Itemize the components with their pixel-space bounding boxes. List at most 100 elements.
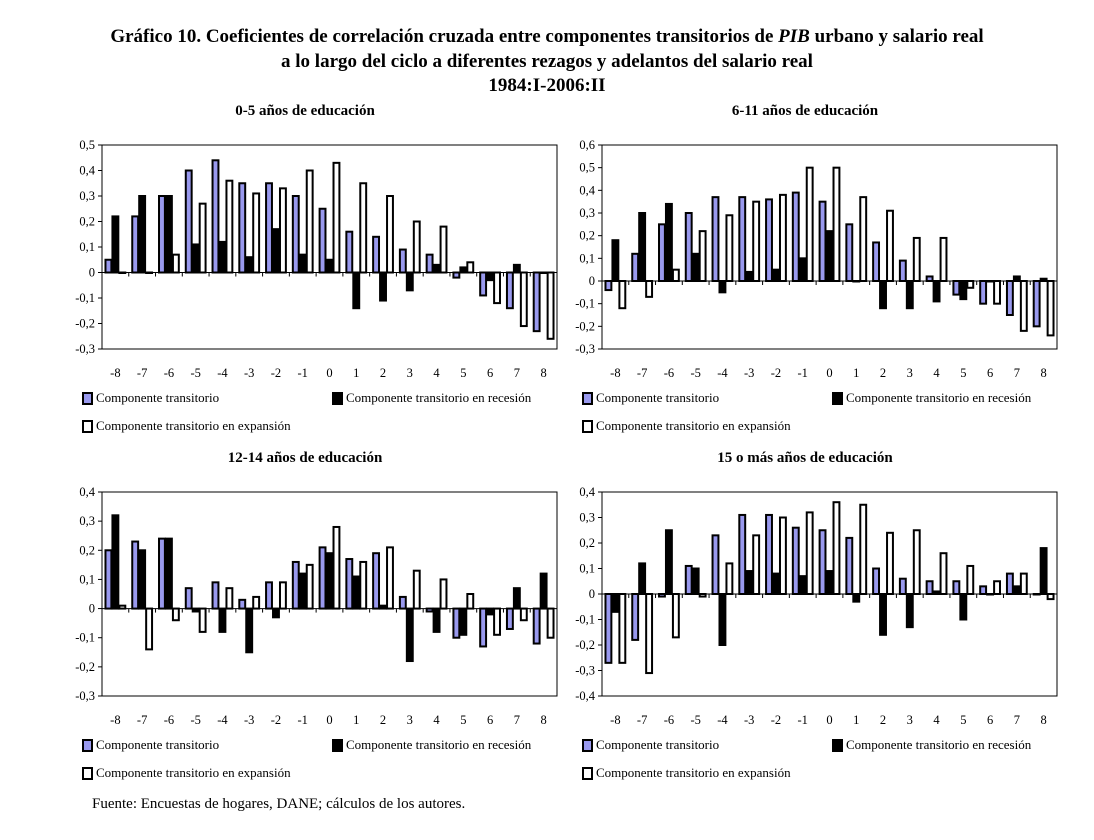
x-tick-label: 3 bbox=[907, 366, 913, 380]
bar-recesion bbox=[191, 607, 200, 613]
bar-expansion bbox=[278, 581, 287, 610]
bar-transitorio bbox=[979, 585, 988, 596]
bar-recesion bbox=[745, 570, 754, 596]
bar-expansion bbox=[493, 607, 501, 636]
x-tick-label: 0 bbox=[826, 713, 832, 727]
bar-recesion bbox=[905, 280, 914, 310]
bar-expansion bbox=[145, 607, 154, 651]
figure-title-line2: a lo largo del ciclo a diferentes rezago… bbox=[281, 51, 813, 72]
bar-transitorio bbox=[398, 595, 407, 610]
x-tick-label: 7 bbox=[1014, 366, 1020, 380]
bar-recesion bbox=[138, 549, 147, 610]
bar-transitorio bbox=[505, 607, 514, 630]
y-tick-label: -0,2 bbox=[75, 660, 95, 674]
bar-transitorio bbox=[211, 159, 220, 274]
x-tick-label: -3 bbox=[244, 366, 254, 380]
bar-recesion bbox=[798, 257, 807, 282]
bar-transitorio bbox=[184, 587, 193, 610]
bar-transitorio bbox=[131, 215, 140, 274]
bar-transitorio bbox=[1032, 593, 1041, 596]
y-tick-label: 0,5 bbox=[579, 161, 595, 175]
bar-expansion bbox=[805, 166, 814, 282]
bar-expansion bbox=[618, 593, 627, 664]
bar-transitorio bbox=[684, 212, 693, 282]
legend-item-expansion: Componente transitorio en expansión bbox=[582, 765, 791, 781]
x-tick-label: -6 bbox=[664, 713, 674, 727]
bar-transitorio bbox=[1005, 572, 1014, 595]
bar-recesion bbox=[164, 537, 173, 610]
bar-transitorio bbox=[398, 248, 407, 274]
bar-expansion bbox=[859, 503, 868, 595]
x-tick-label: 6 bbox=[487, 713, 493, 727]
bar-expansion bbox=[832, 501, 841, 596]
y-tick-label: -0,1 bbox=[75, 631, 95, 645]
x-tick-label: 8 bbox=[1040, 366, 1046, 380]
y-tick-label: 0,3 bbox=[79, 189, 95, 203]
chart-svg: 0,5 0,4 0,3 0,2 0,1 0 -0,1 -0,2 -0,3 -8 -7 -6 -5 -4 -3… bbox=[75, 138, 558, 380]
bar-expansion bbox=[546, 271, 555, 340]
bar-expansion bbox=[725, 214, 734, 282]
bar-transitorio bbox=[479, 607, 488, 648]
bar-expansion bbox=[278, 187, 287, 274]
x-tick-label: 4 bbox=[433, 366, 440, 380]
bar-transitorio bbox=[952, 580, 961, 595]
bar-transitorio bbox=[1005, 280, 1014, 316]
bar-expansion bbox=[225, 587, 234, 610]
bar-recesion bbox=[245, 256, 254, 274]
bar-recesion bbox=[486, 607, 495, 616]
y-tick-label: 0,4 bbox=[579, 485, 595, 499]
bar-transitorio bbox=[898, 577, 907, 595]
bar-transitorio bbox=[345, 558, 354, 610]
legend-swatch-icon bbox=[832, 738, 843, 752]
bar-expansion bbox=[305, 563, 314, 610]
legend-swatch-icon bbox=[82, 766, 93, 780]
x-tick-label: 4 bbox=[933, 713, 940, 727]
bar-expansion bbox=[386, 546, 394, 610]
title-text-end: urbano y salario real bbox=[809, 26, 984, 47]
bar-expansion bbox=[493, 271, 501, 305]
bar-expansion bbox=[832, 166, 841, 282]
x-tick-label: -2 bbox=[271, 366, 281, 380]
bar-transitorio bbox=[425, 607, 434, 613]
x-tick-label: 2 bbox=[380, 366, 386, 380]
bar-expansion bbox=[671, 268, 680, 283]
x-tick-label: -3 bbox=[244, 713, 254, 727]
bar-expansion bbox=[912, 236, 921, 282]
y-tick-label: 0,3 bbox=[579, 511, 595, 525]
bar-expansion bbox=[805, 511, 814, 595]
legend-item-transitorio: Componente transitorio bbox=[582, 737, 719, 753]
bar-recesion bbox=[539, 572, 548, 610]
x-tick-label: 3 bbox=[407, 713, 413, 727]
x-tick-label: 6 bbox=[487, 366, 493, 380]
chart-title: 12-14 años de educación bbox=[227, 450, 383, 466]
bar-recesion bbox=[459, 266, 468, 274]
x-tick-label: -8 bbox=[610, 713, 620, 727]
bar-transitorio bbox=[925, 275, 934, 282]
x-tick-label: 4 bbox=[933, 366, 940, 380]
x-tick-label: -3 bbox=[744, 366, 754, 380]
x-tick-label: -6 bbox=[164, 713, 174, 727]
bar-expansion bbox=[145, 271, 154, 274]
bar-transitorio bbox=[818, 200, 827, 282]
bar-transitorio bbox=[872, 567, 881, 595]
bar-recesion bbox=[432, 607, 441, 633]
y-tick-label: 0 bbox=[589, 587, 595, 601]
bar-transitorio bbox=[791, 526, 800, 595]
x-tick-label: -8 bbox=[610, 366, 620, 380]
x-tick-label: 0 bbox=[826, 366, 832, 380]
legend-swatch-icon bbox=[832, 391, 843, 405]
x-tick-label: -5 bbox=[190, 713, 200, 727]
x-tick-label: -6 bbox=[664, 366, 674, 380]
x-tick-label: 1 bbox=[853, 713, 859, 727]
bar-expansion bbox=[225, 179, 234, 274]
bar-recesion bbox=[825, 570, 834, 596]
bar-recesion bbox=[191, 243, 200, 274]
bar-expansion bbox=[886, 531, 894, 596]
bar-recesion bbox=[638, 212, 647, 282]
legend-swatch-icon bbox=[82, 738, 93, 752]
bar-transitorio bbox=[238, 598, 247, 610]
bar-transitorio bbox=[158, 537, 166, 610]
bar-transitorio bbox=[818, 529, 827, 595]
bar-expansion bbox=[1046, 593, 1055, 601]
legend-item-expansion: Componente transitorio en expansión bbox=[82, 418, 291, 434]
